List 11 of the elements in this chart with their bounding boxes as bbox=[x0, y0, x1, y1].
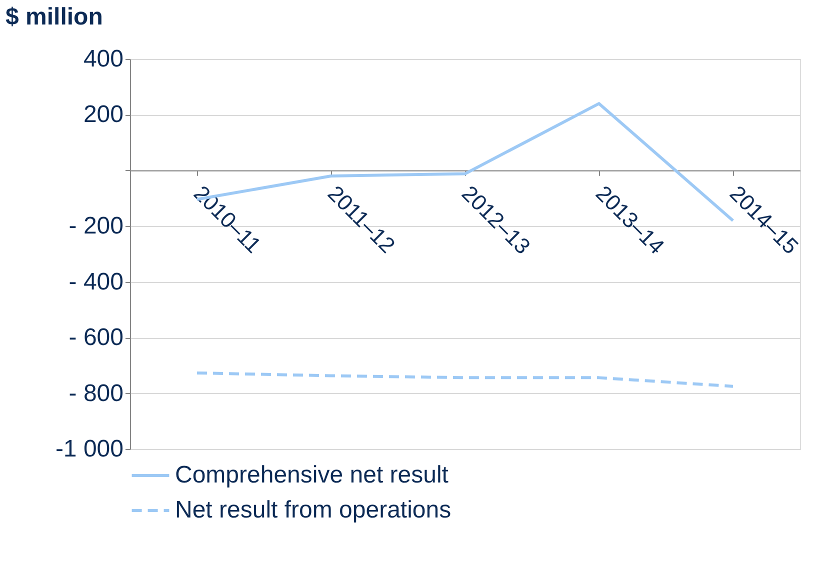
y-tick-label: - 800 bbox=[68, 380, 124, 407]
y-tick-label: - 600 bbox=[68, 324, 124, 352]
y-tick-label: - 200 bbox=[68, 212, 124, 240]
y-tick-label: -1 000 bbox=[55, 436, 124, 462]
y-tick-label: 200 bbox=[83, 101, 124, 128]
legend-label: Net result from operations bbox=[175, 496, 452, 524]
y-axis-title: $ million bbox=[6, 4, 103, 30]
y-tick-label: - 400 bbox=[68, 268, 124, 296]
y-tick-label: 400 bbox=[83, 46, 124, 72]
line-series bbox=[196, 371, 734, 388]
legend-label: Comprehensive net result bbox=[175, 462, 449, 488]
